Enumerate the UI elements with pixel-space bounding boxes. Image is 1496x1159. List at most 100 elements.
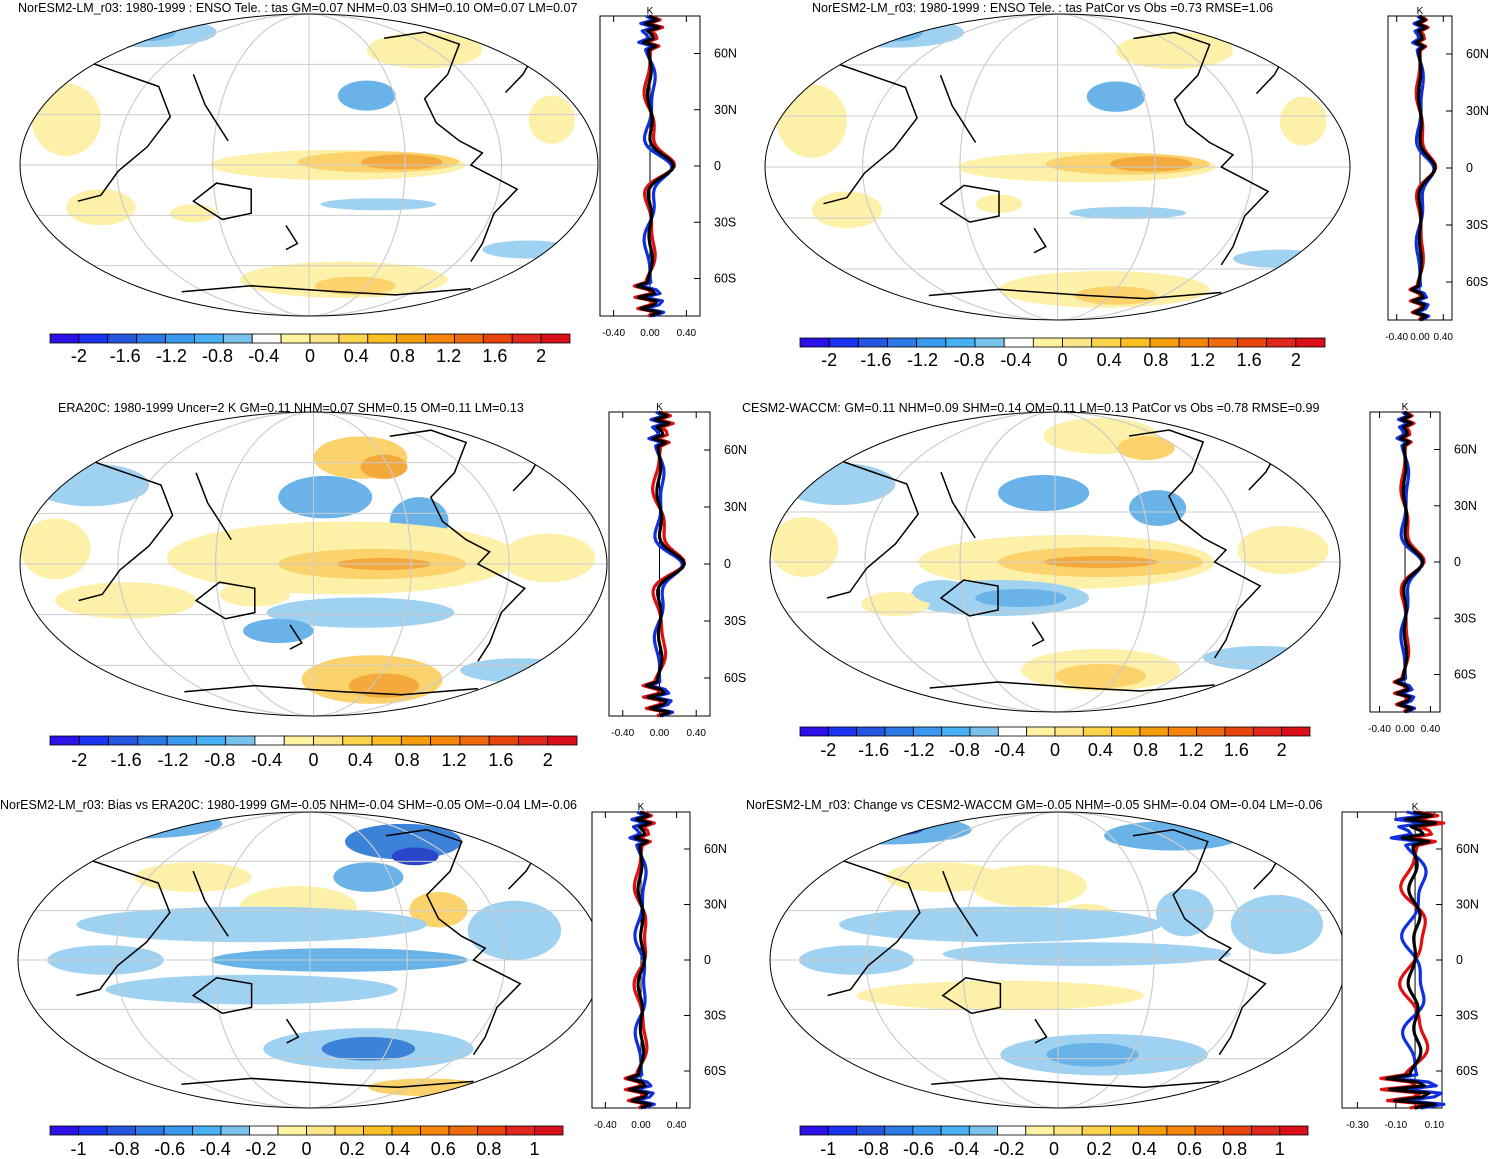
x-tick-label: -0.40 [611, 728, 634, 739]
anomaly-contour [361, 154, 442, 170]
colorbar-swatch [1207, 337, 1238, 348]
colorbar-swatch [454, 333, 484, 344]
lat-tick-label: 30S [704, 1009, 726, 1023]
colorbar-label: -0.4 [200, 1139, 231, 1159]
anomaly-contour [391, 847, 439, 866]
coastline [939, 579, 999, 617]
colorbar-label: 0.8 [476, 1139, 501, 1159]
coastline [939, 184, 1000, 223]
colorbar-swatch [137, 735, 168, 746]
x-tick-label: 0.40 [1421, 724, 1441, 735]
colorbar-swatch [799, 726, 829, 737]
colorbar-label: 0 [1057, 350, 1067, 370]
zonal-profile-obs [637, 14, 674, 318]
colorbar-swatch [827, 726, 858, 737]
colorbar-label: 1.2 [1190, 350, 1215, 370]
coastline [928, 288, 1222, 300]
coastline [1133, 31, 1270, 266]
colorbar-swatch [280, 333, 311, 344]
anomaly-contour [321, 1036, 416, 1061]
map-panel [19, 411, 608, 717]
coastline [184, 684, 478, 696]
anomaly-contour [811, 191, 883, 229]
colorbar-swatch [1295, 337, 1326, 348]
graticule-lon [212, 14, 406, 316]
lat-tick-label: 60N [704, 842, 727, 856]
colorbar-swatch [1224, 726, 1254, 737]
colorbar-swatch [884, 1125, 914, 1136]
colorbar-swatch [338, 333, 369, 344]
coastline [799, 62, 918, 205]
anomaly-contour [1279, 96, 1327, 146]
colorbar-label: 0.4 [1132, 1139, 1157, 1159]
map-panel [17, 811, 603, 1109]
colorbar-swatch [1196, 726, 1226, 737]
colorbar-swatch [313, 735, 344, 746]
colorbar-label: -0.8 [109, 1139, 140, 1159]
colorbar-swatch [1279, 1125, 1309, 1136]
colorbar-label: -2 [71, 346, 87, 366]
colorbar-swatch [78, 333, 109, 344]
coastline [929, 681, 1215, 692]
colorbar-label: -0.2 [245, 1139, 276, 1159]
colorbar-swatch [518, 735, 549, 746]
zonal-profile-black [1394, 410, 1425, 714]
colorbar: -1 -0.8 -0.6 -0.4 -0.2 0 0.2 0.4 0.6 0.8 1 [799, 1125, 1309, 1159]
x-tick-label: 0.00 [631, 1120, 651, 1131]
coastline [1128, 429, 1262, 659]
colorbar-swatch [49, 1125, 79, 1136]
colorbar-swatch [1054, 726, 1084, 737]
lat-tick-label: 60S [724, 671, 746, 685]
colorbar-swatch [488, 735, 519, 746]
graticule-lon [865, 812, 1251, 1108]
coastline [192, 74, 229, 142]
colorbar-swatch [477, 1125, 507, 1136]
zonal-mean-plot: K 60N 30N 0 30S 60S -0.40 0.00 0.40 [599, 6, 737, 339]
colorbar-swatch [1194, 1125, 1224, 1136]
colorbar-swatch [945, 337, 976, 348]
colorbar-swatch [425, 333, 455, 344]
zonal-profile-black [635, 14, 676, 318]
colorbar-swatch [1062, 337, 1093, 348]
panel-title: ERA20C: 1980-1999 Uncer=2 K GM=0.11 NHM=… [58, 401, 524, 415]
x-tick-label: -0.40 [594, 1120, 617, 1131]
colorbar-swatch [166, 735, 197, 746]
anomaly-contour [885, 862, 1001, 892]
colorbar-swatch [254, 735, 285, 746]
coastline [195, 472, 232, 541]
anomaly-contour [1230, 894, 1323, 955]
anomaly-contour [278, 475, 373, 519]
lat-tick-label: 60S [1454, 668, 1476, 682]
colorbar-label: -1.2 [157, 750, 188, 770]
lat-tick-label: 0 [724, 557, 731, 571]
colorbar-swatch [1026, 726, 1056, 737]
colorbar-swatch [367, 333, 398, 344]
coastline [54, 61, 172, 202]
lat-tick-label: 0 [1466, 161, 1473, 175]
coastline [192, 870, 229, 937]
zonal-mean-plot: K 60N 30N 0 30S 60S -0.40 0.00 0.40 [608, 402, 747, 739]
zonal-profile-black [644, 410, 686, 718]
colorbar-swatch [1252, 726, 1283, 737]
anomaly-contour [864, 23, 923, 42]
zonal-profile-black [1410, 14, 1437, 322]
anomaly-contour [20, 518, 91, 580]
anomaly-contour [134, 862, 252, 892]
x-tick-label: 0.40 [667, 1120, 687, 1131]
colorbar-label: -0.6 [903, 1139, 934, 1159]
lat-tick-label: 30N [1454, 499, 1477, 513]
colorbar-swatch [997, 1125, 1027, 1136]
graticule-lon [117, 412, 510, 716]
anomaly-contour [501, 533, 596, 583]
colorbar-swatch [1025, 1125, 1055, 1136]
colorbar: -2 -1.6 -1.2 -0.8 -0.4 0 0.4 0.8 1.2 1.6 2 [49, 333, 571, 366]
colorbar-swatch [106, 1125, 136, 1136]
map-panel [769, 811, 1347, 1109]
colorbar-label: 1.6 [1237, 350, 1262, 370]
colorbar-swatch [396, 333, 426, 344]
colorbar-swatch [192, 1125, 222, 1136]
colorbar-swatch [448, 1125, 478, 1136]
anomaly-contour [1237, 526, 1329, 574]
colorbar-swatch [1111, 726, 1141, 737]
colorbar-swatch [1139, 726, 1169, 737]
